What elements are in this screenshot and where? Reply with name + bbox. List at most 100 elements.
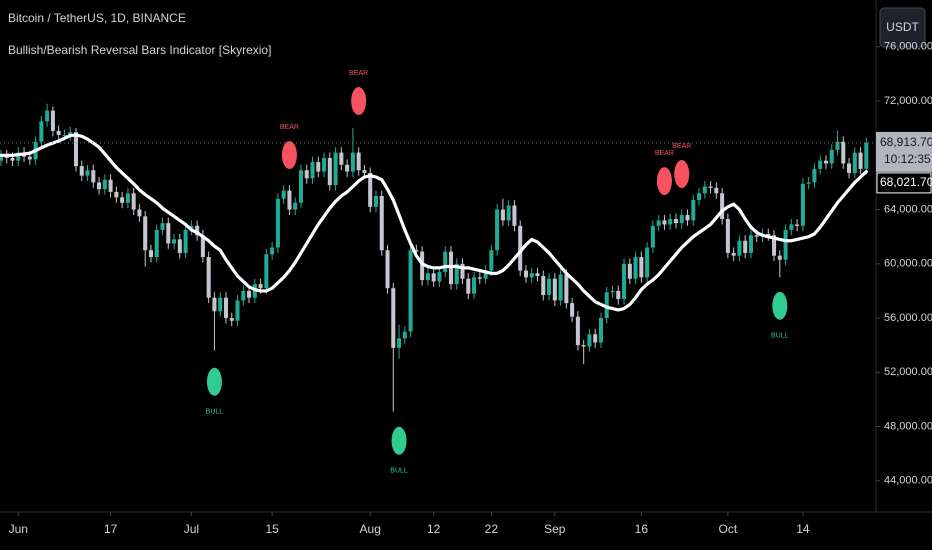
candle-body: [310, 162, 315, 179]
candle-body: [558, 274, 563, 301]
candle-body: [402, 331, 407, 339]
candle-body: [131, 193, 136, 210]
y-tick-label: 76,000.00: [884, 41, 932, 53]
candle-body: [281, 190, 286, 199]
x-tick-label: Jul: [184, 522, 199, 536]
candle-body: [500, 209, 505, 221]
candle-body: [737, 240, 742, 256]
candle-body: [275, 198, 280, 248]
currency-label[interactable]: USDT: [886, 20, 919, 34]
x-tick-label: 22: [485, 522, 499, 536]
candle-body: [379, 195, 384, 251]
candle-body: [529, 273, 534, 278]
candle-body: [223, 297, 228, 319]
y-tick-label: 48,000.00: [884, 420, 932, 432]
signal-label: BULL: [771, 333, 789, 340]
candle-body: [373, 195, 378, 207]
candle-body: [62, 134, 67, 136]
candle-body: [673, 219, 678, 224]
indicator-name: Bullish/Bearish Reversal Bars Indicator …: [8, 43, 271, 57]
bar-countdown: 10:12:35: [884, 152, 931, 166]
candle-body: [431, 273, 436, 282]
signal-marker: [772, 291, 788, 320]
candle-body: [650, 225, 655, 248]
candle-body: [172, 239, 177, 244]
signal-marker: [656, 167, 672, 196]
candle-body: [847, 163, 852, 173]
candle-body: [148, 250, 153, 258]
candle-body: [385, 250, 390, 289]
x-tick-label: 12: [427, 522, 441, 536]
candle-body: [362, 170, 367, 173]
signal-marker: [674, 160, 690, 189]
candle-body: [783, 229, 788, 260]
candle-body: [472, 277, 477, 294]
candle-body: [523, 270, 528, 278]
candle-body: [679, 214, 684, 224]
candle-body: [356, 152, 361, 171]
chart-title: Bitcoin / TetherUS, 1D, BINANCE: [8, 11, 186, 25]
candle-body: [258, 284, 263, 289]
candle-body: [483, 270, 488, 279]
current-price-box: [876, 131, 932, 172]
currency-button[interactable]: [879, 7, 926, 48]
candle-body: [247, 290, 252, 298]
candle-body: [772, 235, 777, 256]
candle-body: [864, 142, 869, 169]
x-tick-label: 14: [796, 522, 810, 536]
x-tick-label: 15: [265, 522, 279, 536]
ma-price-label: 68,021.70: [880, 175, 932, 189]
candle-body: [270, 247, 275, 255]
signal-label: BEAR: [280, 124, 299, 131]
candle-body: [345, 164, 350, 172]
candle-body: [339, 152, 344, 165]
candle-body: [702, 186, 707, 194]
candle-body: [466, 278, 471, 294]
candle-body: [0, 155, 3, 161]
signal-marker: [281, 141, 297, 170]
candle-body: [477, 277, 482, 279]
candle-body: [720, 193, 725, 220]
candle-body: [575, 316, 580, 346]
candle-body: [460, 263, 465, 279]
current-price-label: 68,913.70: [880, 135, 932, 149]
candle-body: [697, 193, 702, 201]
candle-body: [841, 141, 846, 164]
candle-body: [397, 338, 402, 348]
candle-body: [748, 235, 753, 253]
candle-body: [327, 158, 332, 186]
candle-body: [714, 187, 719, 194]
candle-body: [564, 274, 569, 304]
candle-body: [593, 334, 598, 343]
x-tick-label: Oct: [719, 522, 738, 536]
candle-body: [812, 168, 817, 183]
candle-body: [587, 334, 592, 347]
candle-body: [731, 252, 736, 256]
moving-average-line: [0, 133, 868, 312]
candle-body: [73, 132, 78, 167]
candle-body: [777, 255, 782, 260]
candle-body: [495, 209, 500, 251]
candle-body: [304, 170, 309, 179]
candle-body: [298, 170, 303, 203]
candle-body: [425, 273, 430, 281]
candle-body: [800, 183, 805, 226]
candle-body: [616, 290, 621, 300]
candle-body: [754, 235, 759, 237]
candle-body: [293, 202, 298, 210]
candle-body: [333, 152, 338, 186]
y-tick-label: 72,000.00: [884, 95, 932, 107]
candle-body: [414, 250, 419, 252]
candle-body: [125, 193, 130, 203]
y-tick-label: 64,000.00: [884, 203, 932, 215]
candle-body: [206, 257, 211, 298]
candle-body: [806, 182, 811, 184]
candle-body: [120, 197, 125, 203]
candle-body: [852, 152, 857, 173]
candle-body: [322, 158, 327, 172]
candle-body: [39, 121, 44, 142]
candle-body: [541, 276, 546, 295]
candle-body: [114, 191, 119, 198]
signal-marker: [206, 367, 222, 396]
